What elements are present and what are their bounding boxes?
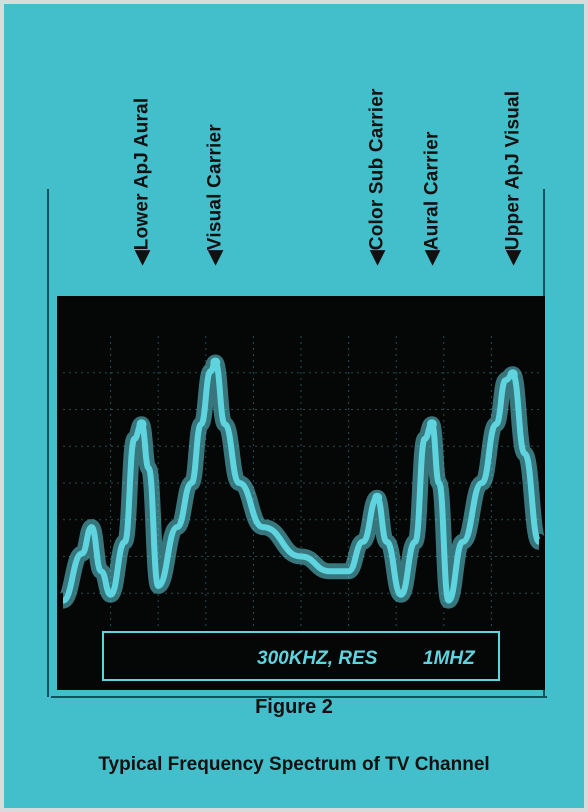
- peak-point-upper-apj-visual: [507, 369, 518, 380]
- marker-label-aural-carrier: ◀Aural Carrier: [421, 131, 443, 265]
- spectrum-analyzer-screen: 300KHZ, RES 1MHZ: [57, 296, 545, 690]
- peak-point-color-sub-carrier: [372, 492, 383, 503]
- figure-panel: ◀Lower ApJ Aural ◀Visual Carrier ◀Color Su…: [4, 4, 584, 808]
- readout-right: 1MHZ: [423, 648, 476, 669]
- figure-caption: Typical Frequency Spectrum of TV Channel: [98, 754, 490, 775]
- marker-aural-carrier: ◀Aural Carrier: [412, 0, 452, 288]
- frame-left-line: [47, 189, 49, 697]
- peak-point-visual-carrier: [210, 357, 221, 368]
- marker-label-lower-adj-aural: ◀Lower ApJ Aural: [131, 97, 153, 265]
- spectrum-trace: [58, 354, 545, 609]
- peak-point-lower-apj-aural: [136, 419, 147, 430]
- spectrum-trace-line: [61, 359, 542, 604]
- marker-upper-adj-visual: ◀Upper ApJ Visual: [493, 0, 533, 288]
- frame-baseline: [51, 696, 547, 698]
- figure-number: Figure 2: [255, 696, 333, 718]
- marker-color-sub-carrier: ◀Color Sub Carrier: [357, 0, 397, 288]
- readout-left: 300KHZ, RES: [257, 648, 378, 669]
- peak-point-aural-carrier: [426, 419, 437, 430]
- marker-visual-carrier: ◀Visual Carrier: [195, 0, 235, 288]
- marker-label-visual-carrier: ◀Visual Carrier: [204, 124, 226, 265]
- marker-lower-adj-aural: ◀Lower ApJ Aural: [122, 0, 162, 288]
- spectrum-chart: 300KHZ, RES 1MHZ: [58, 336, 545, 681]
- marker-label-upper-adj-visual: ◀Upper ApJ Visual: [502, 90, 524, 265]
- screen-readout: 300KHZ, RES 1MHZ: [102, 631, 500, 681]
- marker-label-color-sub-carrier: ◀Color Sub Carrier: [366, 88, 388, 265]
- readout-box: [102, 631, 500, 681]
